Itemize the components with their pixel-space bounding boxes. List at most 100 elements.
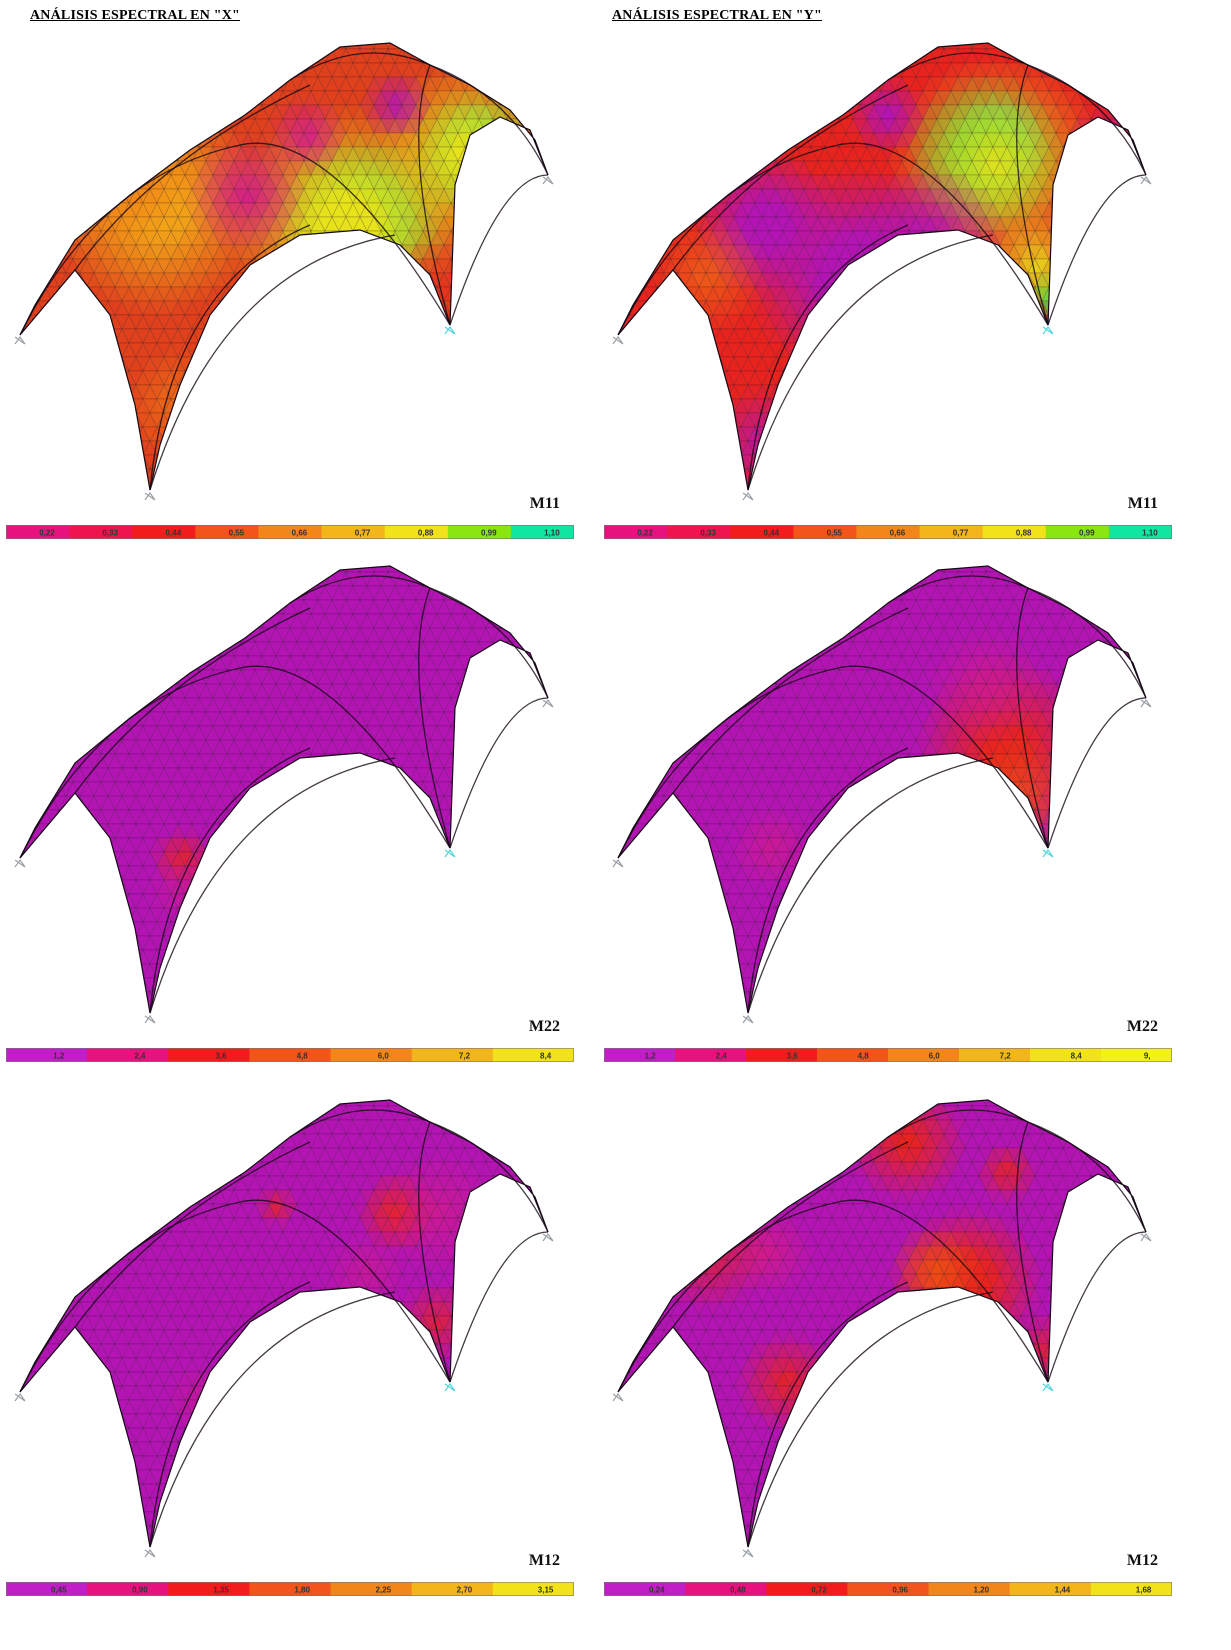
panel-y-m12: M12 0,24 0,48 0,72 0,96 1,20 1,44 1,68 [598,1082,1188,1622]
panel-y-m11: M11 0,22 0,33 0,44 0,55 0,66 0,77 0,88 0,99 1,10 [598,25,1188,565]
panel-x-m22: M22 1,2 2,4 3,6 4,8 6,0 7,2 8,4 [0,548,590,1088]
legend-swatch [510,525,574,539]
shell-mesh-x-m11 [14,42,554,501]
shell-rib [19,665,451,859]
legend-tick-label: 0,96 [892,1586,908,1595]
support-icon [144,491,156,501]
shell-rib [19,1199,451,1393]
legend-tick-label: 0,33 [102,529,118,538]
legend-tick-label: 1,2 [645,1052,657,1061]
legend-swatch [928,1582,1011,1596]
legend-swatch [6,525,70,539]
panel-y-m22: M22 1,2 2,4 3,6 4,8 6,0 7,2 8,4 9, [598,548,1188,1088]
shell-rib [149,1281,311,1548]
legend-tick-label: 0,90 [132,1586,148,1595]
color-legend-x-m12: 0,45 0,90 1,35 1,80 2,25 2,70 3,15 [6,1582,574,1596]
legend-tick-label: 7,2 [1000,1052,1012,1061]
panel-x-m12: M12 0,45 0,90 1,35 1,80 2,25 2,70 3,15 [0,1082,590,1622]
legend-swatch [168,1048,250,1062]
legend-swatch [87,1048,169,1062]
legend-swatch [919,525,984,539]
legend-tick-label: 0,24 [649,1586,665,1595]
support-icon [444,1382,456,1392]
shell-mesh-x-m12 [14,1099,554,1558]
legend-tick-label: 7,2 [459,1052,471,1061]
legend-tick-label: 1,10 [1142,529,1158,538]
legend-tick-label: 0,45 [51,1586,67,1595]
panel-label-y-m22: M22 [1126,1018,1158,1035]
legend-swatch [492,1582,574,1596]
legend-tick-label: 1,20 [974,1586,990,1595]
legend-swatch [730,525,794,539]
shell-rib [418,587,451,849]
shell-rib [149,747,311,1014]
legend-swatch [330,1048,413,1062]
legend-swatch [258,525,323,539]
legend-tick-label: 0,77 [953,529,969,538]
support-icon [1140,698,1152,708]
color-legend-x-m22: 1,2 2,4 3,6 4,8 6,0 7,2 8,4 [6,1048,574,1062]
support-icon [14,858,26,868]
legend-swatch [793,525,857,539]
legend-tick-label: 1,80 [294,1586,310,1595]
shell-mesh-y-m22 [612,565,1152,1024]
panel-label-x-m12: M12 [528,1552,560,1569]
legend-tick-label: 2,70 [457,1586,473,1595]
shell-rib [747,224,909,491]
legend-tick-label: 0,99 [481,529,497,538]
legend-swatch [1108,525,1172,539]
support-icon [1140,1232,1152,1242]
shell-rib [747,1281,909,1548]
legend-swatch [604,1048,676,1062]
support-icon [742,1548,754,1558]
legend-swatch [959,1048,1031,1062]
legend-swatch [411,1582,494,1596]
shell-rib [1047,697,1147,849]
title-right: ANÁLISIS ESPECTRAL EN "Y" [612,8,822,23]
legend-tick-label: 2,25 [376,1586,392,1595]
shell-rib [1047,1231,1147,1383]
legend-swatch [1045,525,1110,539]
legend-swatch [6,1582,88,1596]
legend-swatch [817,1048,889,1062]
legend-tick-label: 0,33 [700,529,716,538]
legend-tick-label: 8,4 [540,1052,552,1061]
color-legend-x-m11: 0,22 0,33 0,44 0,55 0,66 0,77 0,88 0,99 1,10 [6,525,574,539]
legend-swatch [1101,1048,1172,1062]
shell-rib [1016,587,1049,849]
legend-tick-label: 1,2 [53,1052,65,1061]
legend-tick-label: 3,6 [787,1052,799,1061]
shell-rib [747,1291,994,1548]
legend-tick-label: 0,22 [637,529,653,538]
shell-rib [617,665,1049,859]
legend-tick-label: 0,55 [827,529,843,538]
legend-tick-label: 0,55 [229,529,245,538]
color-legend-y-m11: 0,22 0,33 0,44 0,55 0,66 0,77 0,88 0,99 1,10 [604,525,1172,539]
legend-swatch [982,525,1047,539]
shell-outline [19,1099,549,1548]
legend-tick-label: 0,66 [292,529,308,538]
support-icon [1140,175,1152,185]
shell-rib [74,1141,311,1328]
legend-swatch [411,1048,494,1062]
shell-outline [617,565,1147,1014]
legend-tick-label: 0,66 [890,529,906,538]
support-icon [612,858,624,868]
shell-mesh-x-m22 [14,565,554,1024]
support-icon [742,1014,754,1024]
panel-label-x-m11: M11 [529,495,560,512]
support-icon [612,1392,624,1402]
legend-swatch [6,1048,88,1062]
legend-swatch [675,1048,747,1062]
legend-swatch [447,525,512,539]
legend-swatch [492,1048,574,1062]
shell-rib [1016,64,1049,326]
legend-swatch [667,525,731,539]
legend-swatch [766,1582,848,1596]
legend-swatch [168,1582,250,1596]
legend-swatch [847,1582,930,1596]
shell-mesh-y-m11 [612,42,1152,501]
legend-swatch [856,525,921,539]
shell-rib [149,757,396,1014]
support-icon [1042,325,1054,335]
